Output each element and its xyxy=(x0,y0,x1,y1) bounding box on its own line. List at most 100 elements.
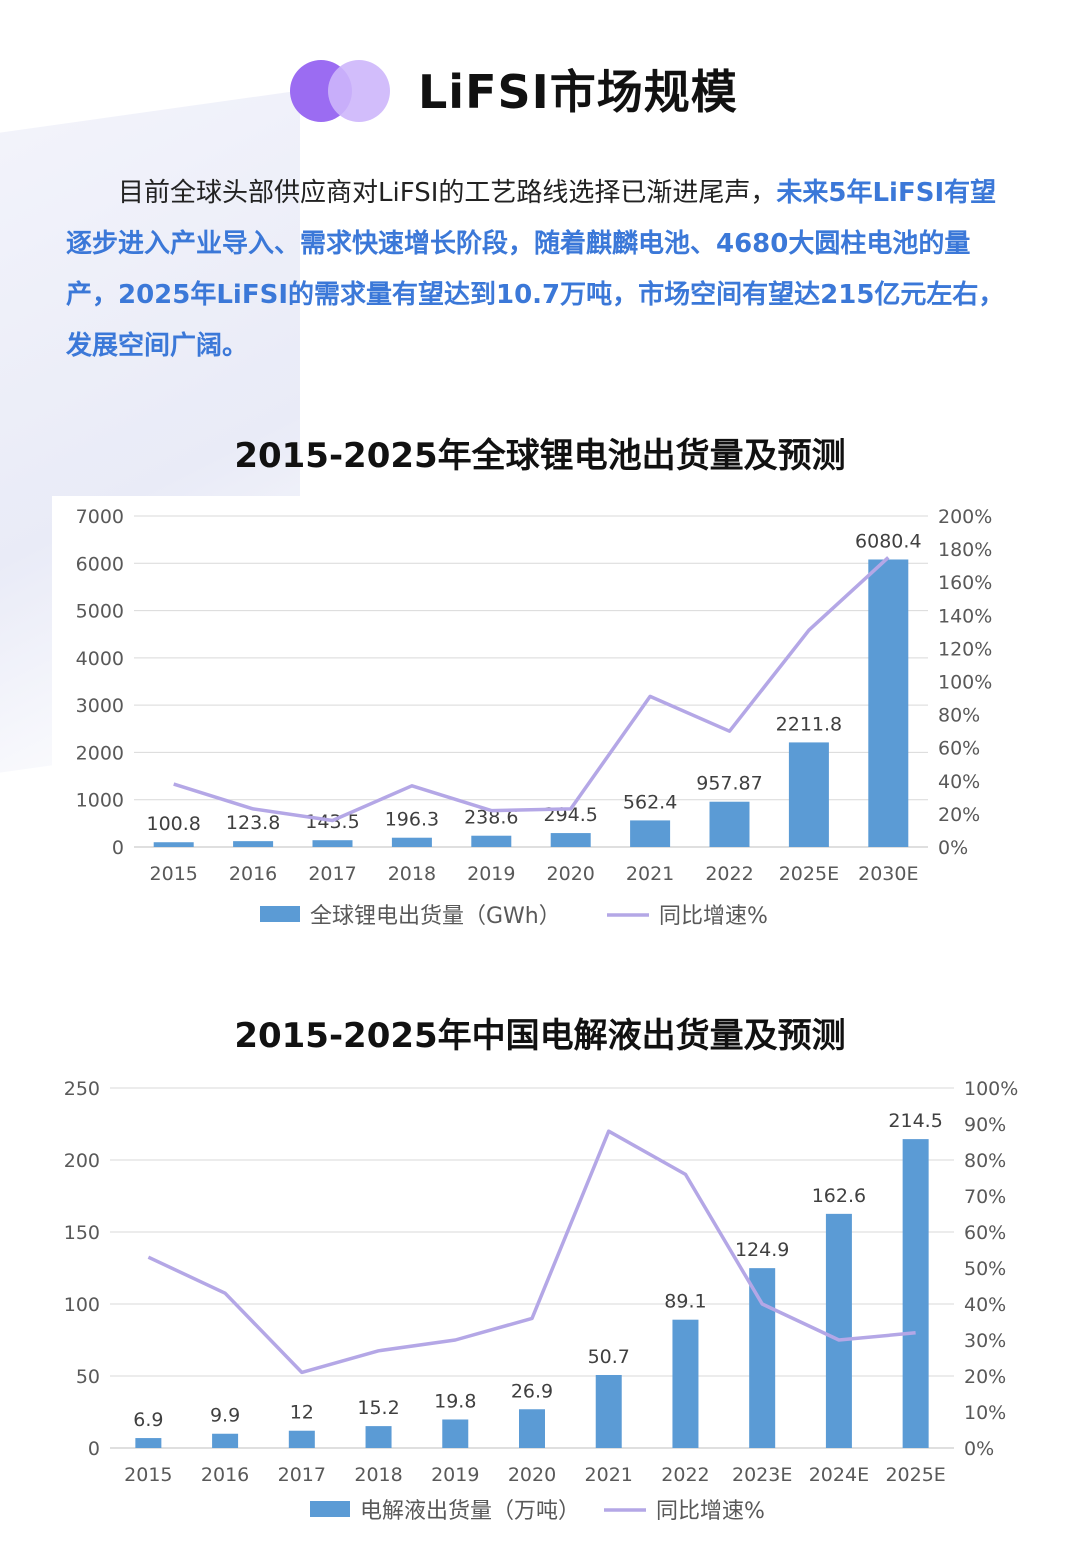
page-header: LiFSI市场规模 xyxy=(0,50,1080,130)
chart-1-legend-bar-swatch xyxy=(260,906,300,922)
chart-2-y2-tick-label: 20% xyxy=(964,1366,1006,1388)
intro-plain-text: 目前全球头部供应商对LiFSI的工艺路线选择已渐进尾声， xyxy=(118,178,777,208)
chart-1-y2-tick-label: 20% xyxy=(938,804,980,826)
chart-2-title: 2015-2025年中国电解液出货量及预测 xyxy=(234,1016,846,1056)
chart-2-legend-line-label: 同比增速% xyxy=(656,1499,765,1524)
chart-2-growth-line xyxy=(147,1129,916,1375)
chart-1-y2-tick-label: 160% xyxy=(938,572,992,594)
chart-2-y-tick-label: 200 xyxy=(64,1150,100,1172)
chart-1-y2-tick-label: 0% xyxy=(938,837,968,859)
chart-2-bar xyxy=(212,1433,239,1448)
chart-2-bar xyxy=(672,1319,699,1448)
chart-2-bar xyxy=(365,1426,392,1448)
chart-1-data-label: 562.4 xyxy=(623,791,677,813)
chart-2-x-tick-label: 2018 xyxy=(354,1464,402,1486)
chart-2-bar xyxy=(902,1139,929,1448)
chart-1-data-label: 6080.4 xyxy=(855,530,921,552)
chart-1-bar xyxy=(630,820,671,847)
chart-1-data-label: 2211.8 xyxy=(776,713,842,735)
chart-2-y-tick-label: 50 xyxy=(76,1366,100,1388)
chart-2-data-label: 89.1 xyxy=(664,1291,706,1313)
chart-2-x-tick-label: 2022 xyxy=(661,1464,709,1486)
chart-1-y-tick-label: 4000 xyxy=(76,648,124,670)
chart-2-legend-bar-swatch xyxy=(310,1501,350,1517)
chart-1-bar xyxy=(391,837,432,847)
chart-1-x-tick-label: 2018 xyxy=(388,863,436,885)
chart-2-bar xyxy=(135,1438,162,1448)
chart-2-data-label: 19.8 xyxy=(434,1390,476,1412)
chart-2-x-tick-label: 2024E xyxy=(809,1464,869,1486)
chart-1-y2-tick-label: 40% xyxy=(938,771,980,793)
chart-1-y2-tick-label: 80% xyxy=(938,705,980,727)
chart-2-y2-tick-label: 50% xyxy=(964,1258,1006,1280)
chart-2-x-tick-label: 2019 xyxy=(431,1464,479,1486)
chart-1-bar xyxy=(550,833,591,847)
chart-1-y-tick-label: 2000 xyxy=(76,742,124,764)
chart-1-bar xyxy=(709,801,750,847)
chart-1-y2-tick-label: 200% xyxy=(938,506,992,528)
chart-2-y-tick-label: 250 xyxy=(64,1078,100,1100)
chart-1-x-tick-label: 2030E xyxy=(858,863,918,885)
chart-1-y-tick-label: 0 xyxy=(112,837,124,859)
chart-1-x-tick-label: 2025E xyxy=(779,863,839,885)
chart-1-svg: 0 1000 2000 3000 4000 5000 6000 7000 0% 20% 40% 60%… xyxy=(76,506,993,929)
chart-2-container: 0 50 100 150 200 250 0% 10% 20% 30% 40% 50% 60% 70% 80… xyxy=(52,1068,1052,1542)
chart-1-y-tick-label: 1000 xyxy=(76,790,124,812)
chart-2-data-label: 124.9 xyxy=(735,1239,789,1261)
chart-2-x-tick-label: 2017 xyxy=(278,1464,326,1486)
chart-2-svg: 0 50 100 150 200 250 0% 10% 20% 30% 40% 50% 60% 70% 80… xyxy=(64,1078,1019,1524)
chart-1-bar xyxy=(788,742,829,847)
chart-1-y-tick-label: 5000 xyxy=(76,601,124,623)
chart-2-bar xyxy=(749,1268,776,1448)
chart-1-x-tick-label: 2022 xyxy=(705,863,753,885)
chart-1-bar xyxy=(312,840,353,847)
chart-2-y2-tick-label: 10% xyxy=(964,1402,1006,1424)
chart-1-x-tick-label: 2017 xyxy=(308,863,356,885)
chart-2-x-tick-label: 2016 xyxy=(201,1464,249,1486)
chart-1-x-tick-label: 2021 xyxy=(626,863,674,885)
chart-2-x-tick-label: 2025E xyxy=(885,1464,945,1486)
chart-2-y2-tick-label: 80% xyxy=(964,1150,1006,1172)
decorative-circle-icon xyxy=(328,60,390,122)
chart-2-y2-tick-label: 70% xyxy=(964,1186,1006,1208)
chart-1-y2-tick-label: 140% xyxy=(938,605,992,627)
chart-2-data-label: 6.9 xyxy=(133,1409,163,1431)
chart-1-growth-line xyxy=(173,556,890,823)
chart-2-data-label: 214.5 xyxy=(888,1110,942,1132)
chart-2-x-tick-label: 2023E xyxy=(732,1464,792,1486)
chart-1-container: 0 1000 2000 3000 4000 5000 6000 7000 0% 20% 40% 60%… xyxy=(52,496,1052,950)
chart-1-bar xyxy=(868,559,909,847)
chart-1-x-tick-label: 2019 xyxy=(467,863,515,885)
chart-2-x-tick-label: 2015 xyxy=(124,1464,172,1486)
chart-2-y2-tick-label: 60% xyxy=(964,1222,1006,1244)
chart-2-data-label: 26.9 xyxy=(511,1380,553,1402)
chart-2-data-label: 15.2 xyxy=(357,1397,399,1419)
chart-1-x-tick-label: 2016 xyxy=(229,863,277,885)
chart-2-data-label: 50.7 xyxy=(588,1346,630,1368)
chart-1-bar xyxy=(471,835,512,847)
chart-1-title: 2015-2025年全球锂电池出货量及预测 xyxy=(234,436,846,476)
chart-1-data-label: 957.87 xyxy=(696,773,762,795)
chart-2-bar xyxy=(442,1419,469,1448)
chart-1-data-label: 123.8 xyxy=(226,812,280,834)
chart-2-y-tick-label: 100 xyxy=(64,1294,100,1316)
chart-2-data-label: 162.6 xyxy=(812,1185,866,1207)
chart-1-data-label: 100.8 xyxy=(146,813,200,835)
chart-1-y-tick-label: 7000 xyxy=(76,506,124,528)
chart-2-data-label: 9.9 xyxy=(210,1405,240,1427)
chart-1-bar xyxy=(233,841,274,847)
intro-paragraph: 目前全球头部供应商对LiFSI的工艺路线选择已渐进尾声，未来5年LiFSI有望逐… xyxy=(66,168,1016,372)
chart-1-data-label: 238.6 xyxy=(464,807,518,829)
chart-2-bar xyxy=(595,1374,622,1448)
chart-1-legend-bar-label: 全球锂电出货量（GWh） xyxy=(310,904,561,929)
chart-2-x-tick-label: 2021 xyxy=(585,1464,633,1486)
chart-2-bar xyxy=(825,1213,852,1448)
chart-2-y-tick-label: 0 xyxy=(88,1438,100,1460)
chart-2-legend-bar-label: 电解液出货量（万吨） xyxy=(360,1499,580,1524)
chart-1-y-tick-label: 6000 xyxy=(76,553,124,575)
chart-1-y-tick-label: 3000 xyxy=(76,695,124,717)
chart-2-y2-tick-label: 100% xyxy=(964,1078,1018,1100)
chart-2-y2-tick-label: 90% xyxy=(964,1114,1006,1136)
chart-2-y2-tick-label: 40% xyxy=(964,1294,1006,1316)
chart-2-y2-tick-label: 30% xyxy=(964,1330,1006,1352)
